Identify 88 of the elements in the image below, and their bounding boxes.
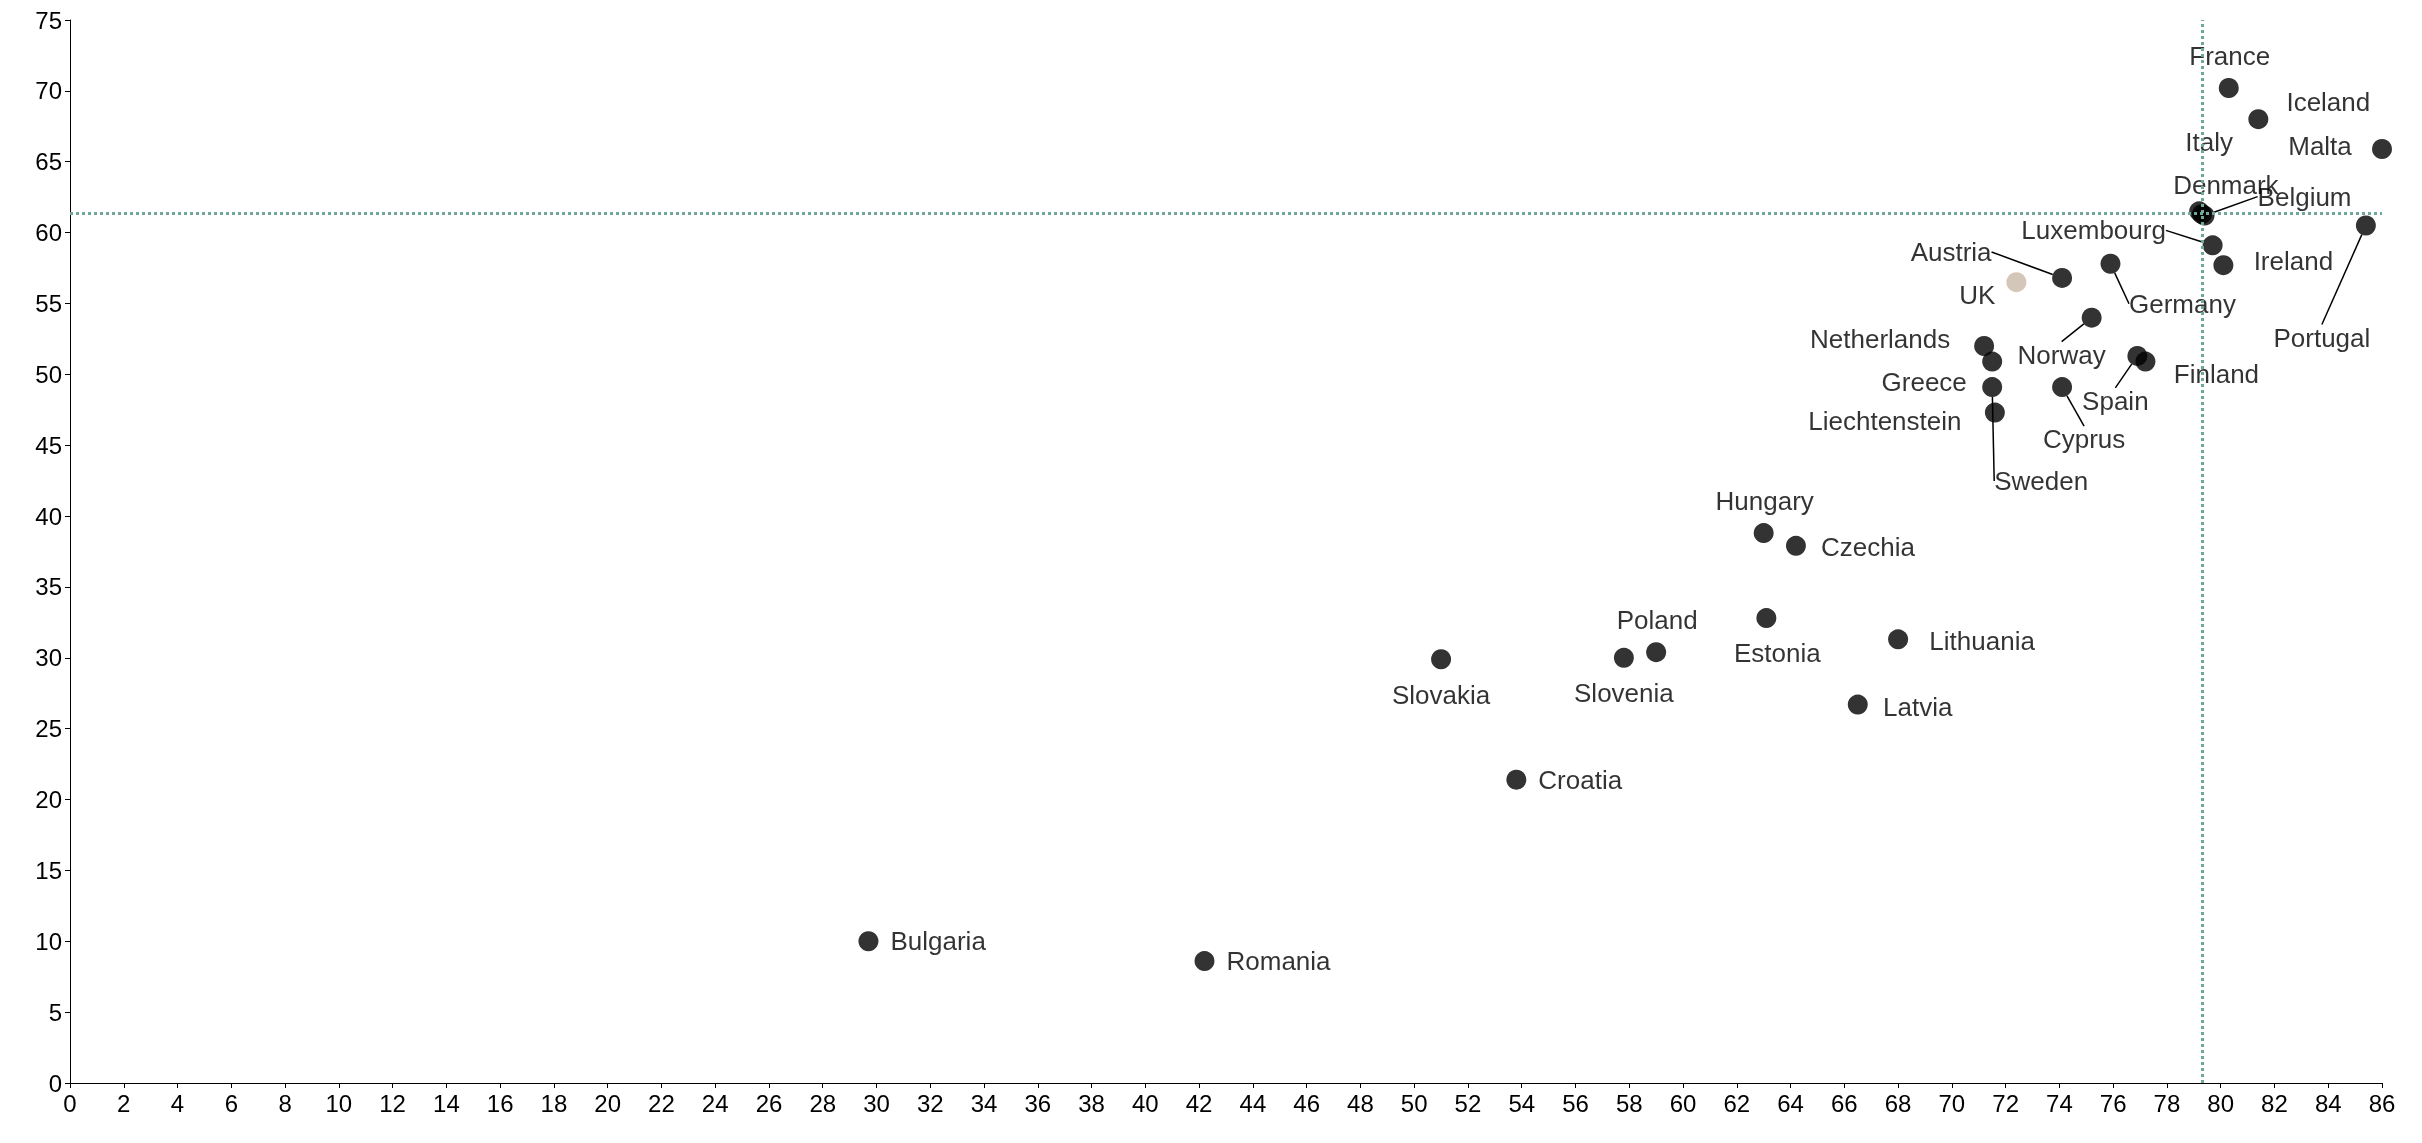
y-tick-label: 20 [35, 786, 62, 814]
data-label: Latvia [1883, 691, 1953, 722]
data-label: Austria [1910, 236, 1993, 267]
data-label: Italy [2185, 127, 2234, 158]
x-tick-label: 78 [2153, 1089, 2181, 1117]
x-tick-label: 60 [1669, 1089, 1697, 1117]
x-tick-label: 18 [540, 1089, 568, 1117]
data-label: Slovenia [1574, 677, 1675, 708]
x-tick-label: 46 [1293, 1089, 1320, 1117]
data-label: Czechia [1820, 531, 1916, 562]
x-tick-label: 28 [809, 1089, 837, 1117]
x-tick-label: 72 [1992, 1089, 2019, 1117]
x-tick-label: 22 [648, 1089, 675, 1117]
x-tick-label: 64 [1777, 1089, 1804, 1117]
x-tick-label: 34 [970, 1089, 998, 1117]
x-tick-label: 32 [916, 1089, 944, 1117]
x-tick-label: 54 [1508, 1089, 1536, 1117]
x-tick-label: 80 [2207, 1089, 2235, 1117]
data-label: Greece [1881, 366, 1967, 397]
data-label: Spain [2082, 385, 2149, 416]
data-label: Netherlands [1810, 323, 1951, 354]
x-tick-label: 6 [224, 1089, 238, 1117]
x-tick-label: 52 [1454, 1089, 1482, 1117]
y-tick-label: 75 [35, 6, 62, 34]
data-label: Norway [2017, 339, 2106, 370]
data-label: Bulgaria [890, 926, 987, 957]
data-label: Ireland [2253, 246, 2334, 277]
x-tick-label: 58 [1615, 1089, 1643, 1117]
x-tick-label: 48 [1347, 1089, 1374, 1117]
x-tick-label: 14 [433, 1089, 460, 1117]
y-tick-label: 5 [48, 998, 62, 1026]
y-tick-label: 60 [35, 219, 62, 247]
x-tick-label: 36 [1024, 1089, 1052, 1117]
data-label: Iceland [2286, 87, 2371, 118]
x-tick-label: 66 [1830, 1089, 1858, 1117]
y-tick-label: 65 [35, 148, 62, 176]
y-tick-label: 70 [35, 77, 62, 105]
y-tick-label: 45 [35, 431, 62, 459]
x-tick-label: 42 [1185, 1089, 1213, 1117]
data-label: Cyprus [2042, 424, 2126, 455]
data-label: Slovakia [1391, 680, 1491, 711]
x-tick-label: 26 [755, 1089, 783, 1117]
y-tick-label: 40 [35, 502, 62, 530]
y-tick-label: 0 [48, 1069, 62, 1097]
x-tick-label: 70 [1938, 1089, 1966, 1117]
x-tick-label: 4 [170, 1089, 185, 1117]
x-tick-label: 74 [2046, 1089, 2073, 1117]
y-tick-label: 10 [35, 927, 62, 955]
data-label: Romania [1226, 946, 1332, 977]
x-tick-label: 44 [1239, 1089, 1267, 1117]
data-label: Poland [1616, 605, 1698, 636]
data-label: Malta [2288, 130, 2353, 161]
x-tick-label: 76 [2099, 1089, 2127, 1117]
x-tick-label: 12 [379, 1089, 406, 1117]
data-label: Sweden [1994, 466, 2089, 497]
x-tick-label: 38 [1078, 1089, 1105, 1117]
data-label: UK [1959, 280, 1997, 311]
y-tick-label: 50 [35, 360, 62, 388]
y-tick-label: 25 [35, 715, 62, 743]
x-tick-label: 30 [863, 1089, 890, 1117]
data-label: Hungary [1715, 486, 1814, 517]
x-tick-label: 68 [1884, 1089, 1912, 1117]
x-tick-label: 84 [2314, 1089, 2342, 1117]
x-tick-label: 62 [1723, 1089, 1751, 1117]
x-tick-label: 86 [2368, 1089, 2396, 1117]
y-tick-label: 30 [35, 644, 62, 672]
data-label: Finland [2173, 358, 2260, 389]
x-tick-label: 56 [1562, 1089, 1589, 1117]
data-label: France [2189, 41, 2271, 72]
x-tick-label: 10 [325, 1089, 353, 1117]
data-label: Luxembourg [2021, 215, 2166, 246]
x-tick-label: 82 [2261, 1089, 2288, 1117]
x-tick-label: 2 [117, 1089, 131, 1117]
y-tick-label: 35 [35, 573, 62, 601]
data-label: Croatia [1538, 764, 1623, 795]
data-label: Lithuania [1929, 626, 2036, 657]
x-tick-label: 16 [486, 1089, 514, 1117]
data-label: Estonia [1734, 638, 1822, 669]
x-tick-label: 50 [1400, 1089, 1428, 1117]
x-tick-label: 8 [278, 1089, 292, 1117]
data-label: Liechtenstein [1808, 405, 1962, 436]
y-tick-label: 15 [35, 856, 62, 884]
y-tick-label: 55 [35, 289, 62, 317]
x-tick-label: 20 [594, 1089, 622, 1117]
data-label: Portugal [2273, 322, 2371, 353]
data-label: Germany [2129, 288, 2236, 319]
x-tick-label: 24 [701, 1089, 729, 1117]
x-tick-label: 40 [1132, 1089, 1159, 1117]
